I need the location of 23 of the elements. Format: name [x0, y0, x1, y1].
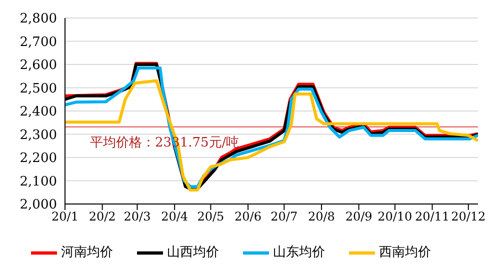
x-tick-label: 20/7 — [270, 210, 298, 224]
y-tick-label: 2,400 — [20, 104, 57, 120]
y-tick-label: 2,100 — [20, 174, 57, 190]
y-tick-label: 2,600 — [20, 58, 57, 74]
legend-label: 西南均价 — [379, 245, 431, 260]
y-tick-label: 2,700 — [20, 34, 57, 50]
y-tick-label: 2,500 — [20, 81, 57, 96]
x-tick-label: 20/10 — [378, 210, 412, 224]
y-tick-label: 2,200 — [20, 151, 57, 166]
x-tick-label: 20/8 — [308, 210, 335, 224]
y-tick-label: 2,800 — [20, 12, 57, 27]
legend-label: 河南均价 — [61, 245, 113, 260]
x-tick-label: 20/3 — [124, 210, 151, 224]
x-tick-label: 20/11 — [414, 210, 450, 224]
x-tick-label: 20/12 — [451, 210, 486, 224]
x-tick-label: 20/6 — [234, 210, 262, 224]
legend-label: 山西均价 — [167, 245, 219, 260]
x-tick-label: 20/2 — [88, 210, 116, 224]
x-tick-label: 20/4 — [161, 210, 188, 224]
x-tick-label: 20/5 — [197, 210, 224, 224]
legend-label: 山东均价 — [273, 245, 325, 260]
y-tick-label: 2,300 — [20, 128, 57, 143]
x-tick-label: 20/9 — [345, 210, 372, 224]
